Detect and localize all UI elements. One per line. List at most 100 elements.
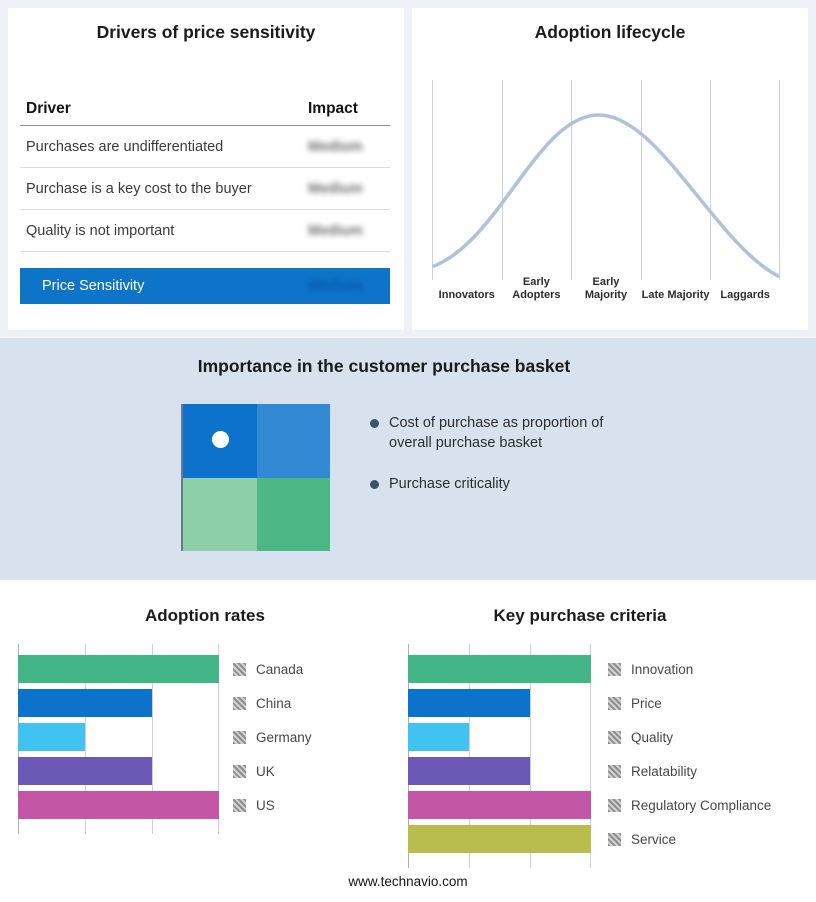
bar-price [408,689,530,717]
bar-row [408,754,591,788]
bullet-item: Purchase criticality [370,475,641,495]
bar-innovation [408,655,591,683]
driver-label: Purchase is a key cost to the buyer [26,180,252,197]
legend-item: US [233,788,312,822]
adoption-rates-title: Adoption rates [145,606,265,625]
legend-label: Service [631,831,677,847]
bullet-item: Cost of purchase as proportion of overal… [370,414,641,453]
quadrant-top-right [256,404,330,478]
bar-us [18,791,219,819]
bar-row [18,686,219,720]
lifecycle-gridline [571,80,573,280]
price-sensitivity-label: Price Sensitivity [42,278,145,294]
legend-label: China [256,695,292,711]
stage-label: Early Adopters [512,276,561,301]
driver-column-header: Driver [26,100,71,117]
bullet-icon [370,419,379,428]
legend-label: Germany [256,729,312,745]
basket-title: Importance in the customer purchase bask… [197,356,571,376]
bar-uk [18,757,152,785]
driver-row: Purchase is a key cost to the buyer Mediu… [20,168,390,210]
legend-swatch-icon [608,696,621,710]
gridline [469,644,470,868]
adoption-curve [432,113,780,278]
drivers-panel-title: Drivers of price sensitivity [96,22,316,42]
legend-swatch-icon [608,832,621,846]
legend-swatch-icon [608,730,621,744]
lifecycle-panel-title: Adoption lifecycle [534,22,686,42]
legend-swatch-icon [233,730,246,744]
legend-item: Price [608,686,771,720]
quadrant-top-left [183,404,257,478]
lifecycle-stages: Innovators Early Adopters Early Majority La… [432,276,780,302]
legend-label: Relatability [631,763,698,779]
footer-url: www.technavio.com [348,874,468,889]
y-axis [408,644,409,868]
legend-item: Regulatory Compliance [608,788,771,822]
adoption-legend: Canada China Germany UK US [233,644,312,822]
purchase-basket-band: Importance in the customer purchase bask… [0,338,816,580]
legend-item: Service [608,822,771,856]
impact-value: Medium [308,138,363,155]
bar-germany [18,723,85,751]
driver-row: Quality is not important Medium [20,210,390,252]
legend-item: Quality [608,720,771,754]
legend-item: Canada [233,652,312,686]
gridline [590,644,591,868]
legend-item: UK [233,754,312,788]
legend-item: Germany [233,720,312,754]
key-purchase-criteria-title: Key purchase criteria [493,606,667,625]
lifecycle-gridline [501,80,503,280]
criteria-plot [408,644,591,868]
legend-item: Relatability [608,754,771,788]
bar-row [408,788,591,822]
basket-bullets: Cost of purchase as proportion of overal… [370,414,641,517]
legend-label: US [256,797,275,813]
bar-relatability [408,757,530,785]
adoption-plot [18,644,219,834]
bar-row [18,720,219,754]
legend-item: China [233,686,312,720]
drivers-table-rows: Purchases are undifferentiated Medium Purc… [20,126,390,252]
price-sensitivity-impact-value: Medium [308,278,363,294]
impact-value: Medium [308,180,363,197]
gridline [530,644,531,868]
legend-swatch-icon [608,764,621,778]
legend-swatch-icon [233,696,246,710]
position-marker-dot [212,431,229,448]
legend-item: Innovation [608,652,771,686]
stage-label: Late Majority [641,288,710,301]
bullet-icon [370,480,379,490]
bar-row [408,720,591,754]
lifecycle-gridline [640,80,642,280]
lifecycle-plot [432,80,780,280]
driver-row: Purchases are undifferentiated Medium [20,126,390,168]
lifecycle-gridline [710,80,712,280]
driver-label: Quality is not important [26,222,175,239]
quadrant-bottom-left [183,477,257,551]
bar-row [18,652,219,686]
bar-china [18,689,152,717]
bar-row [18,754,219,788]
legend-swatch-icon [608,662,621,676]
legend-swatch-icon [608,798,621,812]
legend-label: Regulatory Compliance [631,797,772,813]
bar-row [408,686,591,720]
bar-service [408,825,591,853]
legend-label: Price [631,695,662,711]
drivers-table: Driver Impact Purchases are undifferenti… [20,90,390,304]
bar-row [18,788,219,822]
stage-label: Laggards [720,288,770,301]
drivers-panel: Drivers of price sensitivity Driver Impa… [8,8,404,330]
quadrant-bottom-right [256,477,330,551]
gridline [84,644,86,834]
gridline [151,644,153,834]
legend-label: Innovation [631,661,694,677]
gridline [218,644,219,834]
impact-column-header: Impact [308,100,358,117]
bullet-text: Cost of purchase as proportion of overal… [389,415,604,451]
bar-regulatory-compliance [408,791,591,819]
criteria-legend: Innovation Price Quality Relatability Regula… [608,644,771,856]
legend-swatch-icon [233,764,246,778]
legend-label: Canada [256,661,304,677]
